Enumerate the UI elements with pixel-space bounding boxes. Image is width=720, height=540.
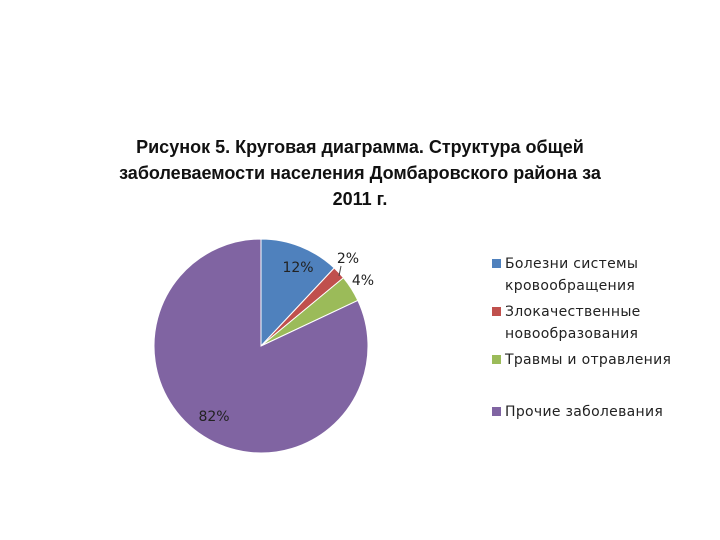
chart-title-line-3: 2011 г.	[332, 189, 388, 209]
chart-title-line-1: Рисунок 5. Круговая диаграмма. Структура…	[136, 137, 584, 157]
chart-title: Рисунок 5. Круговая диаграмма. Структура…	[90, 134, 630, 212]
legend-swatch	[492, 307, 501, 316]
pie-slice-circulatory	[260, 238, 335, 348]
chart-title-line-2: заболеваемости населения Домбаровского р…	[119, 163, 601, 183]
legend-label: Болезни системы кровообращения	[505, 256, 639, 294]
data-label-circulatory: 12%	[282, 260, 313, 276]
data-label-injuries: 4%	[352, 273, 374, 289]
legend-swatch	[492, 407, 501, 416]
data-label-neoplasms: 2%	[337, 251, 359, 267]
legend-label: Прочие заболевания	[505, 404, 664, 420]
legend-label: Злокачественные новообразования	[505, 304, 641, 342]
legend-swatch	[492, 259, 501, 268]
legend-label: Травмы и отравления	[505, 352, 672, 368]
data-label-other: 82%	[198, 409, 229, 425]
legend-swatch	[492, 355, 501, 364]
pie-slice-other	[153, 238, 369, 454]
leader-line	[338, 265, 342, 277]
